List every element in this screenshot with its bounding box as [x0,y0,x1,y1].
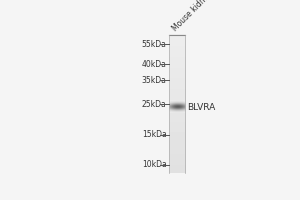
Text: 10kDa: 10kDa [142,160,167,169]
Text: Mouse kidney: Mouse kidney [170,0,214,33]
Text: 55kDa: 55kDa [142,40,167,49]
Text: 35kDa: 35kDa [142,76,167,85]
Text: 40kDa: 40kDa [142,60,167,69]
Text: 15kDa: 15kDa [142,130,167,139]
Text: BLVRA: BLVRA [188,103,216,112]
Text: 25kDa: 25kDa [142,100,167,109]
